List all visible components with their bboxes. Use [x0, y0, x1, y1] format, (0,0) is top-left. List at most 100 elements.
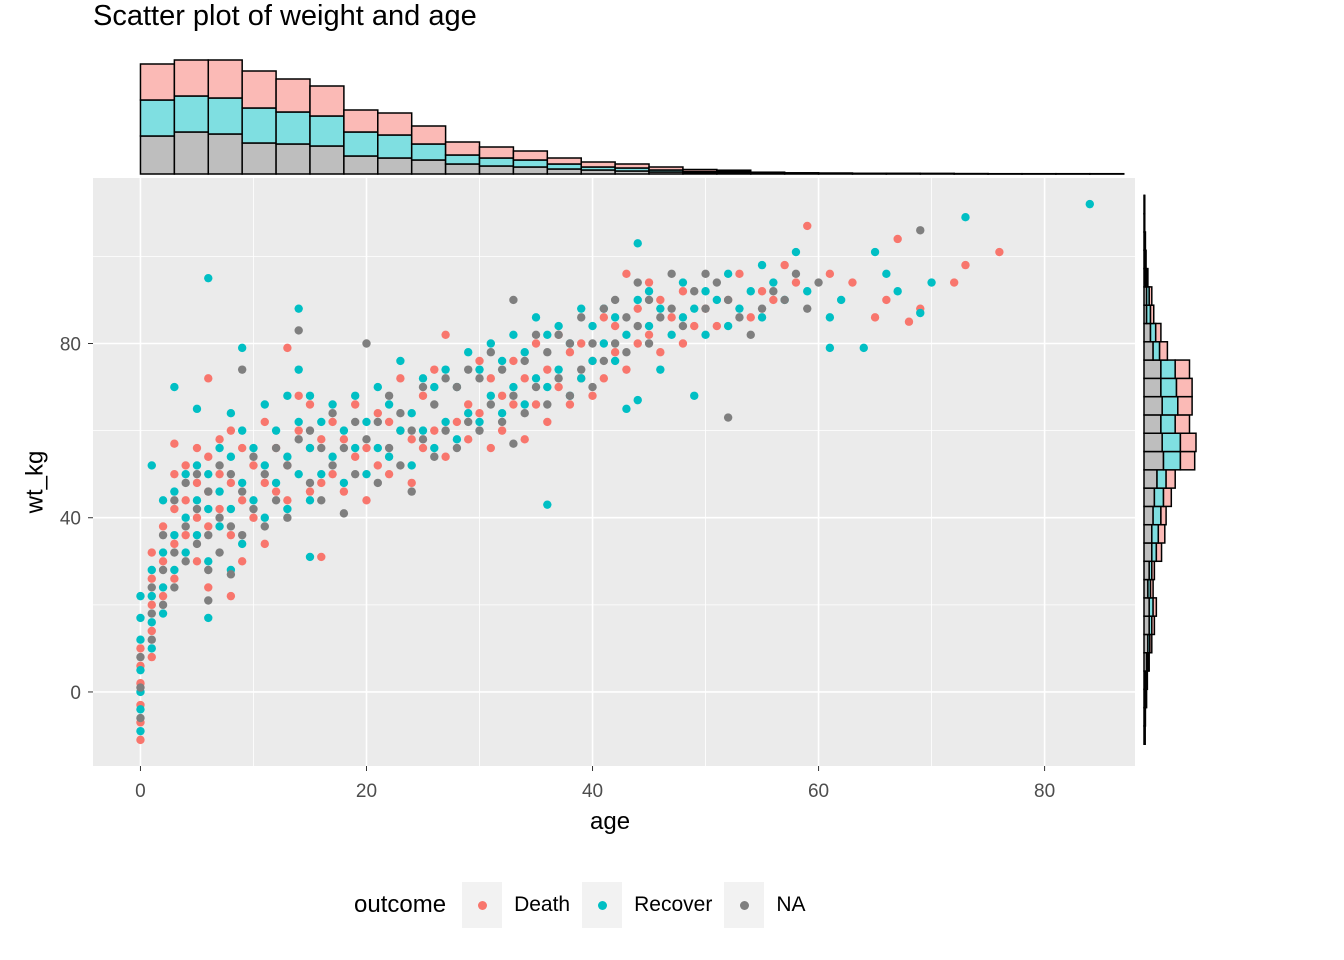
y-hist-bar-death	[1157, 523, 1166, 544]
x-hist-bar-recover	[275, 111, 311, 145]
data-point-na	[147, 583, 156, 592]
x-hist-bar-death	[207, 59, 243, 99]
x-hist-bar-death	[241, 70, 277, 109]
y-hist-bar-death	[1174, 414, 1191, 434]
data-point-na	[271, 496, 281, 505]
y-hist-bar-na	[1143, 341, 1154, 361]
data-point-na	[136, 652, 145, 662]
data-point-recover	[271, 426, 281, 435]
y-hist-bar-recover	[1152, 505, 1162, 526]
data-point-recover	[136, 665, 145, 675]
data-point-recover	[746, 287, 755, 296]
data-point-death	[475, 409, 484, 418]
data-point-death	[949, 278, 959, 287]
data-point-na	[339, 509, 349, 518]
data-point-na	[701, 304, 710, 313]
data-point-death	[430, 365, 439, 374]
y-hist-bar-recover	[1151, 523, 1160, 544]
marginal-y-histogram	[1143, 194, 1197, 745]
data-point-recover	[305, 496, 315, 505]
data-point-death	[136, 644, 145, 653]
data-point-death	[350, 400, 360, 409]
data-point-recover	[362, 417, 371, 427]
x-tick-label: 0	[135, 781, 146, 802]
data-point-recover	[690, 304, 699, 313]
data-point-recover	[396, 426, 405, 435]
data-point-death	[633, 339, 642, 348]
y-hist-bar-na	[1143, 395, 1163, 416]
data-point-na	[622, 313, 631, 322]
data-point-recover	[192, 496, 202, 505]
data-point-na	[260, 522, 269, 531]
data-point-recover	[441, 365, 450, 374]
data-point-recover	[531, 374, 541, 383]
data-point-recover	[136, 591, 145, 601]
data-point-death	[622, 269, 631, 279]
data-point-recover	[170, 382, 179, 392]
x-hist-bar-na	[241, 142, 277, 175]
chart-title: Scatter plot of weight and age	[93, 0, 477, 32]
y-hist-bar-death	[1148, 286, 1153, 306]
data-point-death	[577, 339, 586, 348]
data-point-na	[723, 413, 733, 422]
data-point-recover	[294, 469, 303, 479]
data-point-recover	[147, 461, 156, 470]
data-point-death	[192, 513, 202, 522]
data-point-recover	[543, 382, 552, 392]
data-point-death	[599, 313, 609, 322]
data-point-recover	[260, 461, 269, 470]
data-point-na	[226, 469, 236, 479]
data-point-death	[158, 522, 168, 531]
data-point-recover	[656, 304, 665, 313]
data-point-death	[904, 317, 914, 326]
data-point-na	[814, 278, 823, 287]
data-point-death	[215, 504, 224, 514]
data-point-recover	[260, 400, 269, 409]
data-point-na	[520, 356, 529, 366]
data-point-recover	[859, 343, 868, 353]
legend-dot-na	[740, 901, 750, 910]
data-point-death	[373, 461, 382, 470]
data-point-na	[577, 313, 586, 322]
data-point-death	[339, 487, 349, 496]
data-point-recover	[882, 269, 891, 279]
data-point-recover	[181, 513, 190, 522]
data-point-death	[757, 287, 767, 296]
data-point-death	[226, 426, 236, 435]
data-point-na	[407, 487, 416, 496]
data-point-na	[757, 304, 767, 313]
data-point-recover	[870, 247, 880, 257]
x-hist-bar-death	[444, 141, 481, 156]
data-point-na	[475, 426, 484, 435]
x-hist-bar-recover	[512, 159, 549, 168]
data-point-death	[147, 574, 156, 583]
x-hist-bar-na	[478, 165, 515, 175]
data-point-na	[249, 504, 258, 514]
y-hist-bar-na	[1143, 542, 1153, 563]
y-hist-bar-recover	[1160, 359, 1176, 380]
data-point-na	[486, 348, 496, 357]
data-point-death	[531, 339, 541, 348]
data-point-na	[136, 713, 145, 723]
data-point-na	[350, 469, 360, 479]
data-point-na	[271, 443, 281, 453]
legend-title: outcome	[354, 891, 447, 918]
data-point-recover	[622, 330, 631, 339]
data-point-death	[192, 478, 202, 488]
data-point-recover	[158, 496, 168, 505]
y-hist-bar-death	[1144, 249, 1147, 270]
data-point-recover	[283, 504, 292, 514]
data-point-death	[690, 321, 699, 331]
data-point-na	[509, 391, 518, 400]
data-point-na	[237, 530, 247, 540]
data-point-recover	[723, 269, 733, 279]
data-point-recover	[825, 343, 835, 353]
data-point-na	[735, 313, 744, 322]
data-point-death	[204, 452, 213, 461]
data-point-recover	[757, 313, 767, 322]
data-point-na	[599, 304, 609, 313]
data-point-death	[667, 313, 676, 322]
data-point-death	[237, 496, 247, 505]
data-point-na	[204, 487, 213, 496]
x-hist-bar-na	[173, 131, 210, 175]
